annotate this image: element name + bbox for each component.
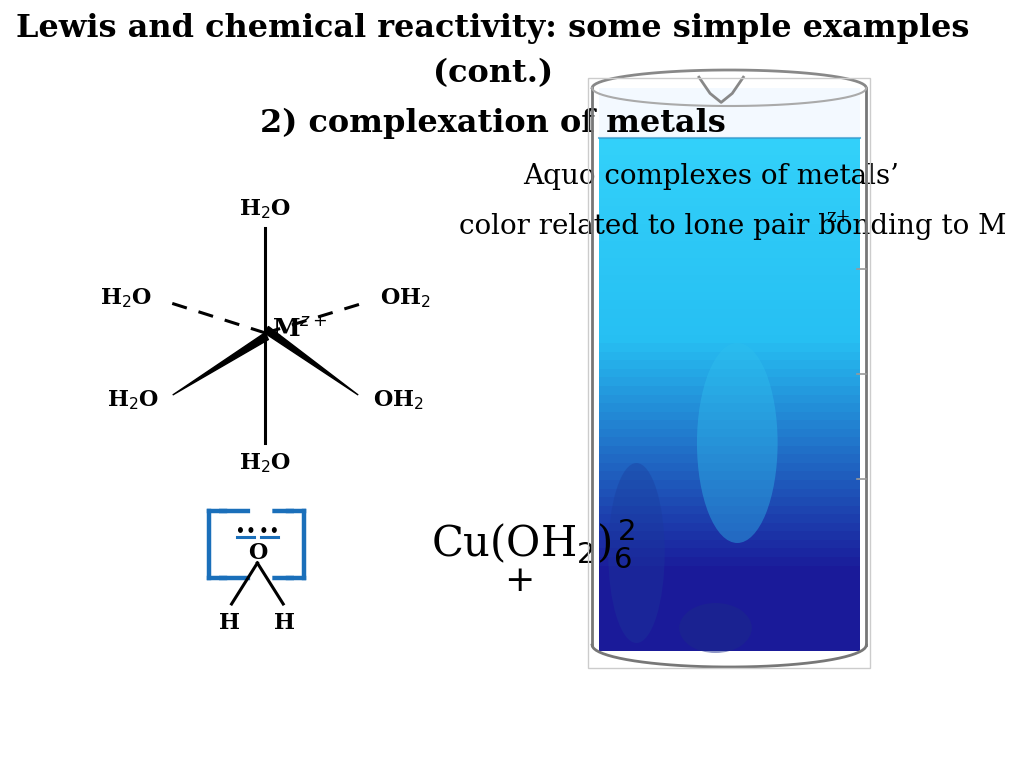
Ellipse shape (608, 463, 665, 643)
Bar (599, 164, 860, 172)
Text: Aquo complexes of metals’: Aquo complexes of metals’ (523, 163, 899, 190)
Bar (599, 232, 860, 240)
Bar (599, 583, 860, 591)
Bar (599, 138, 860, 147)
Bar (599, 557, 860, 565)
Bar (599, 625, 860, 634)
Bar (599, 412, 860, 420)
Bar (599, 429, 860, 437)
Bar (599, 497, 860, 505)
Bar (599, 523, 860, 531)
Bar (599, 326, 860, 335)
Bar (599, 455, 860, 463)
Bar (599, 369, 860, 377)
Bar (599, 317, 860, 326)
Text: OH$_2$: OH$_2$ (380, 286, 431, 310)
Bar (599, 480, 860, 488)
Bar (599, 292, 860, 300)
Bar (599, 531, 860, 540)
Bar (599, 155, 860, 164)
Bar (599, 249, 860, 258)
Ellipse shape (697, 343, 777, 543)
Circle shape (249, 528, 253, 532)
Text: Lewis and chemical reactivity: some simple examples: Lewis and chemical reactivity: some simp… (16, 13, 970, 44)
Bar (599, 180, 860, 189)
Text: (cont.): (cont.) (433, 58, 553, 89)
Bar (599, 343, 860, 352)
Bar (599, 515, 860, 523)
Text: H$_2$O: H$_2$O (106, 388, 159, 412)
Bar (599, 548, 860, 557)
Bar (599, 403, 860, 412)
Bar (599, 386, 860, 395)
Text: H$_2$O: H$_2$O (100, 286, 153, 310)
Bar (599, 395, 860, 403)
Bar (599, 215, 860, 223)
Bar (599, 463, 860, 472)
Ellipse shape (679, 603, 752, 653)
Bar (599, 258, 860, 266)
Text: H$_2$O: H$_2$O (240, 451, 292, 475)
Bar (599, 505, 860, 515)
Bar (599, 207, 860, 215)
Bar (599, 437, 860, 445)
Bar (599, 335, 860, 343)
Bar (599, 240, 860, 249)
Bar (599, 275, 860, 283)
Bar (599, 223, 860, 232)
Bar (599, 600, 860, 608)
Text: OH$_2$: OH$_2$ (373, 388, 424, 412)
Text: M$^{z+}$: M$^{z+}$ (272, 316, 328, 340)
Bar (599, 608, 860, 617)
Bar (599, 300, 860, 309)
Bar (599, 540, 860, 548)
Bar (599, 574, 860, 583)
Bar (599, 591, 860, 600)
Bar (599, 172, 860, 180)
Bar (599, 283, 860, 292)
Circle shape (262, 528, 265, 532)
Bar (599, 565, 860, 574)
Text: H$_2$O: H$_2$O (240, 197, 292, 221)
Text: H: H (274, 612, 295, 634)
Text: color related to lone pair bonding to M: color related to lone pair bonding to M (459, 213, 1007, 240)
Bar (588, 78, 870, 668)
Circle shape (239, 528, 243, 532)
Bar (599, 445, 860, 455)
Bar (599, 420, 860, 429)
Bar (599, 617, 860, 625)
Bar (599, 488, 860, 497)
Bar (599, 352, 860, 360)
Polygon shape (265, 326, 358, 395)
Bar (599, 189, 860, 198)
Bar (599, 309, 860, 317)
Bar (599, 198, 860, 207)
Text: Cu(OH$_2$)$_6^{\,2}$: Cu(OH$_2$)$_6^{\,2}$ (431, 516, 635, 570)
Bar (599, 360, 860, 369)
Text: H: H (219, 612, 241, 634)
Bar (599, 377, 860, 386)
Text: O: O (248, 542, 267, 564)
Bar (599, 634, 860, 643)
Text: z+: z+ (826, 208, 851, 226)
Bar (599, 643, 860, 651)
Bar (599, 266, 860, 275)
Circle shape (272, 528, 276, 532)
Text: 2) complexation of metals: 2) complexation of metals (260, 108, 726, 139)
Text: +: + (505, 564, 535, 598)
Bar (599, 147, 860, 155)
Polygon shape (173, 333, 268, 395)
Bar (599, 88, 860, 138)
Bar (599, 472, 860, 480)
